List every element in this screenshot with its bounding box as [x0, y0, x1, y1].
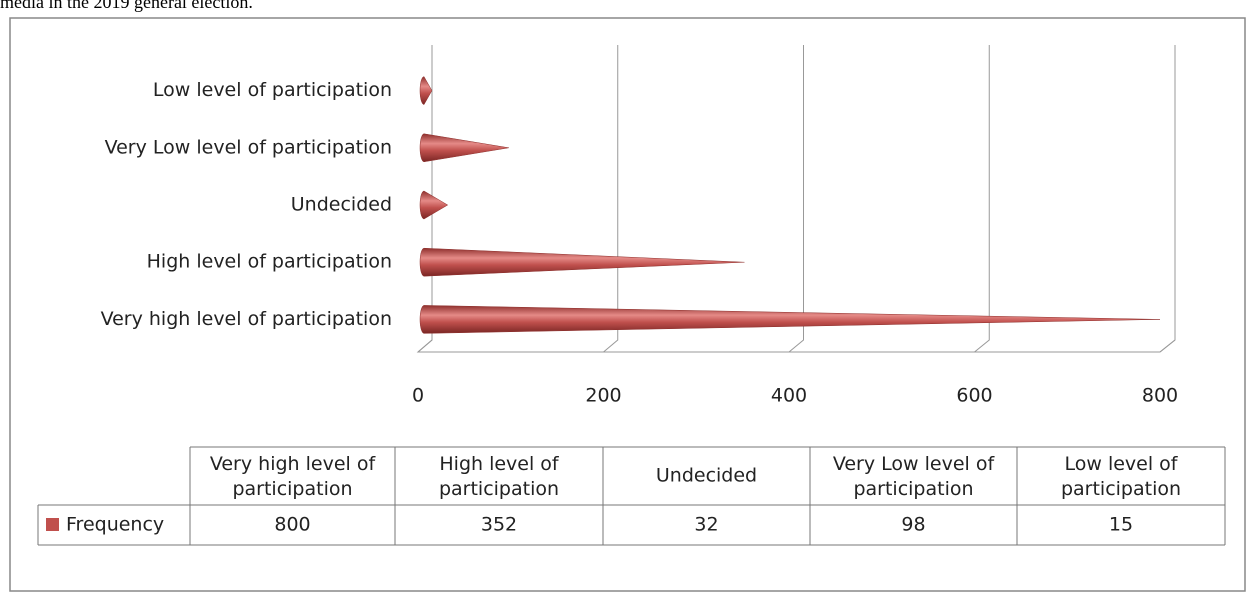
caption: media in the 2019 general election.	[0, 0, 253, 12]
grid-line	[603, 45, 619, 353]
table-value: 32	[694, 514, 718, 536]
table-header: Undecided	[656, 465, 757, 487]
table-header: Very high level of participation	[210, 453, 377, 500]
legend-label: Frequency	[66, 514, 164, 536]
bar	[419, 305, 1161, 334]
x-tick-label: 200	[585, 385, 621, 407]
y-tick-label: Undecided	[291, 194, 392, 216]
y-tick-label: Low level of participation	[153, 79, 392, 101]
table-value: 98	[901, 514, 925, 536]
bar	[419, 133, 509, 163]
x-tick-label: 0	[412, 385, 424, 407]
x-tick-label: 800	[1142, 385, 1178, 407]
table-value: 15	[1109, 514, 1133, 536]
y-tick-label: Very Low level of participation	[105, 136, 392, 158]
chart-frame	[9, 17, 1246, 592]
table-header: High level of participation	[439, 453, 560, 500]
y-tick-label: Very high level of participation	[101, 308, 392, 330]
table-header: Low level of participation	[1061, 453, 1181, 500]
x-tick-label: 600	[956, 385, 992, 407]
table-header: Very Low level of participation	[833, 453, 996, 500]
floor	[416, 45, 1176, 353]
grid-line	[788, 45, 804, 353]
legend-swatch	[46, 518, 59, 531]
bar	[419, 76, 433, 105]
grid-line	[1159, 45, 1176, 353]
table-value: 352	[481, 514, 517, 536]
y-tick-label: High level of participation	[147, 251, 392, 273]
x-tick-label: 400	[771, 385, 807, 407]
grid-line	[974, 45, 990, 353]
bar	[419, 190, 449, 220]
bar	[419, 247, 745, 277]
table-value: 800	[274, 514, 310, 536]
